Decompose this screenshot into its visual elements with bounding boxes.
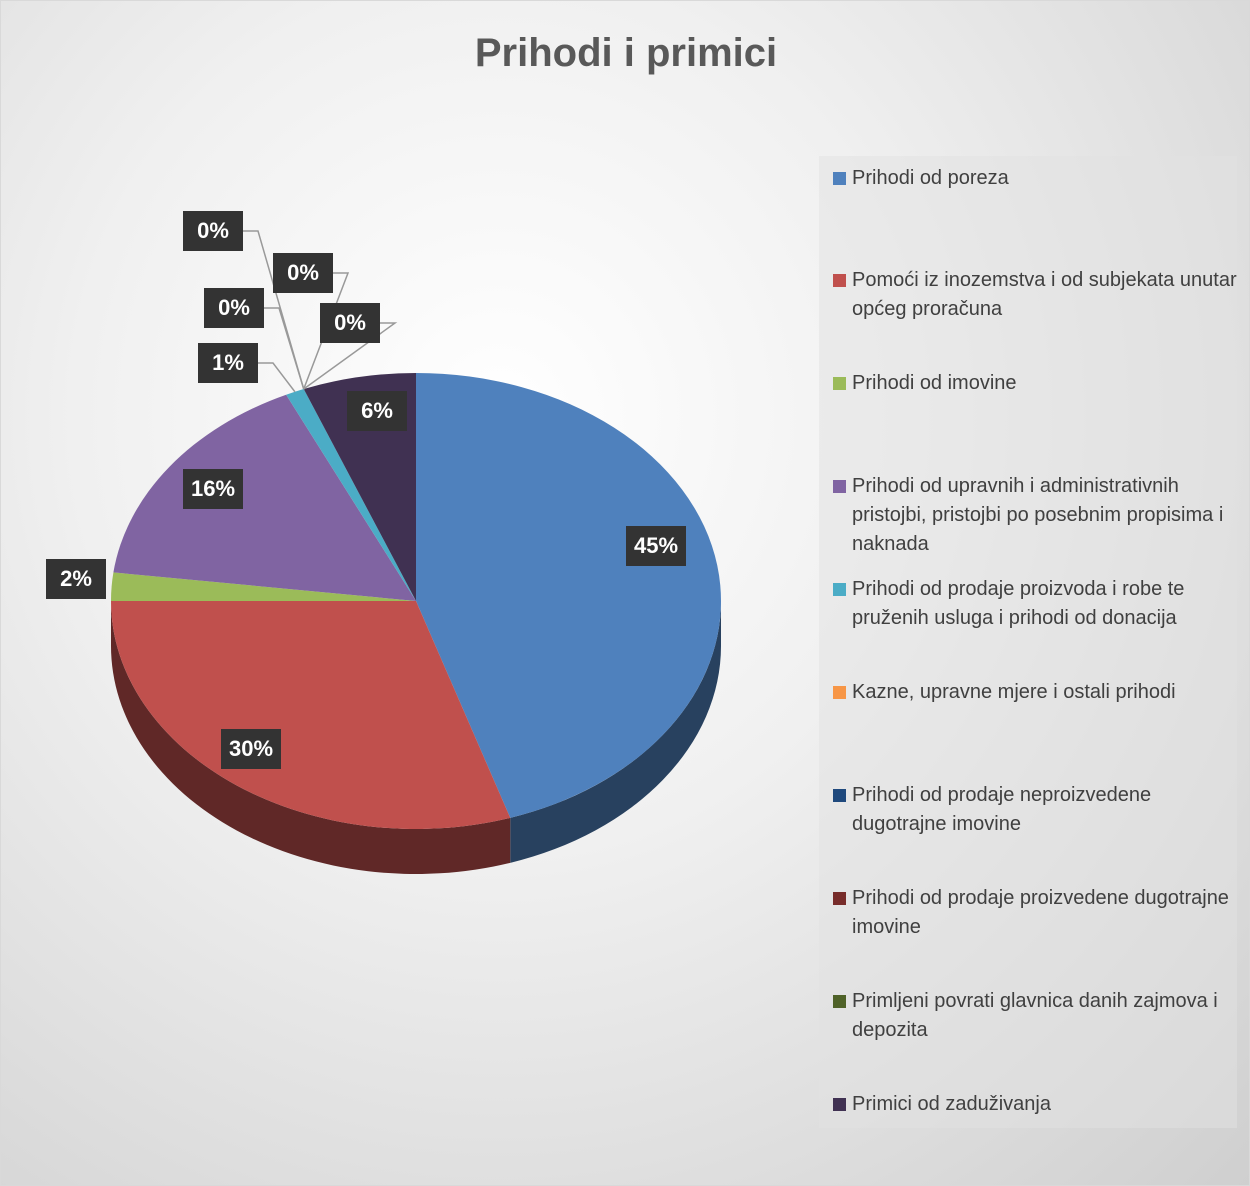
legend-swatch: [833, 274, 846, 287]
label-box: [198, 343, 258, 383]
legend-swatch: [833, 377, 846, 390]
data-label: 6%: [361, 398, 393, 423]
chart-title: Prihodi i primici: [474, 31, 778, 75]
slice: [111, 601, 511, 829]
legend-label: Primici od zaduživanja: [852, 1093, 1051, 1115]
slice-side: [510, 601, 721, 863]
label-box: [221, 729, 281, 769]
data-label: 16%: [191, 476, 235, 501]
data-label: 0%: [287, 260, 319, 285]
slice: [286, 389, 416, 601]
legend-swatch: [833, 892, 846, 905]
label-box: [273, 253, 333, 293]
legend-item: Prihodi od imovine: [833, 369, 1247, 398]
legend-item: Primici od zaduživanja: [833, 1090, 1247, 1119]
leader-line: [243, 230, 305, 390]
legend-swatch: [833, 995, 846, 1008]
slice: [111, 572, 416, 601]
legend-item: Primljeni povrati glavnica danih zajmova…: [833, 987, 1247, 1045]
pie-plot: 45% 30% 2% 16% 1% 0% 0% 0% 0% 6%: [46, 211, 721, 874]
data-label: 0%: [218, 295, 250, 320]
legend-label: Prihodi od upravnih i administrativnih p…: [852, 475, 1224, 555]
slice-side: [111, 601, 511, 874]
data-label: 0%: [334, 310, 366, 335]
label-box: [320, 303, 380, 343]
legend-label: Pomoći iz inozemstva i od subjekata unut…: [852, 269, 1237, 320]
label-box: [46, 559, 106, 599]
legend-swatch: [833, 480, 846, 493]
leader-line: [303, 322, 398, 390]
slice: [416, 373, 721, 818]
legend-label: Primljeni povrati glavnica danih zajmova…: [852, 990, 1218, 1041]
legend-swatch: [833, 686, 846, 699]
label-box: [183, 469, 243, 509]
slice: [113, 394, 416, 601]
legend-label: Prihodi od poreza: [852, 167, 1009, 189]
legend-label: Prihodi od prodaje proizvoda i robe te p…: [852, 578, 1185, 629]
legend-swatch: [833, 172, 846, 185]
data-label: 30%: [229, 736, 273, 761]
legend-item: Prihodi od poreza: [833, 164, 1247, 193]
legend-item: Prihodi od prodaje proizvedene dugotrajn…: [833, 884, 1247, 942]
legend-swatch: [833, 789, 846, 802]
legend-label: Prihodi od prodaje neproizvedene dugotra…: [852, 784, 1152, 835]
legend: Prihodi od poreza Pomoći iz inozemstva i …: [819, 156, 1237, 1128]
legend-item: Prihodi od prodaje proizvoda i robe te p…: [833, 575, 1247, 633]
label-box: [204, 288, 264, 328]
legend-label: Prihodi od prodaje proizvedene dugotrajn…: [852, 887, 1229, 938]
legend-item: Pomoći iz inozemstva i od subjekata unut…: [833, 266, 1247, 324]
leader-line: [303, 272, 350, 390]
data-label: 2%: [60, 566, 92, 591]
legend-label: Prihodi od imovine: [852, 372, 1017, 394]
legend-swatch: [833, 583, 846, 596]
leader-line: [258, 362, 296, 393]
legend-item: Kazne, upravne mjere i ostali prihodi: [833, 678, 1247, 707]
legend-item: Prihodi od upravnih i administrativnih p…: [833, 472, 1247, 559]
legend-item: Prihodi od prodaje neproizvedene dugotra…: [833, 781, 1247, 839]
label-box: [347, 391, 407, 431]
label-box: [626, 526, 686, 566]
data-label: 1%: [212, 350, 244, 375]
legend-label: Kazne, upravne mjere i ostali prihodi: [852, 681, 1176, 703]
legend-swatch: [833, 1098, 846, 1111]
data-label: 0%: [197, 218, 229, 243]
data-label: 45%: [634, 533, 678, 558]
label-box: [183, 211, 243, 251]
